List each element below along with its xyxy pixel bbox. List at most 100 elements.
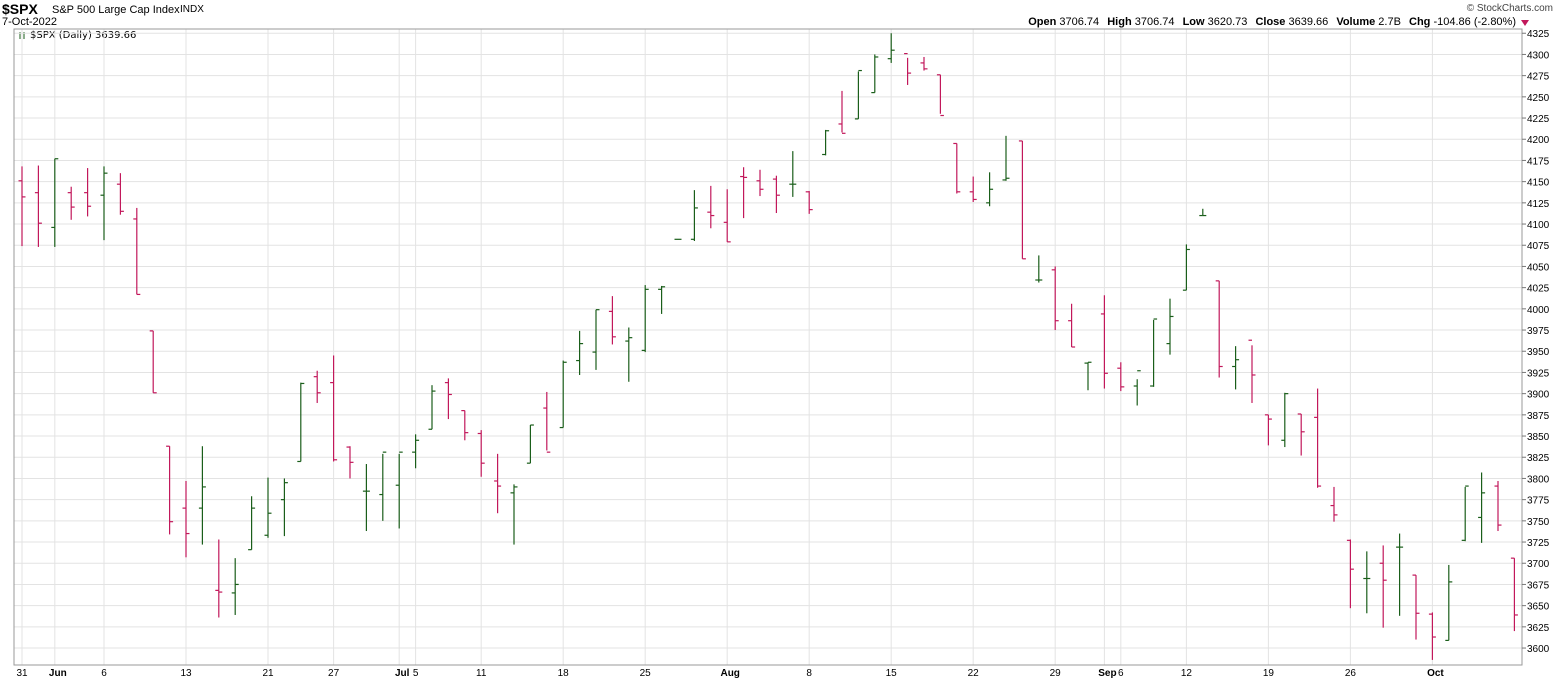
ohlc-bar bbox=[854, 69, 862, 120]
ohlc-bar bbox=[1150, 318, 1158, 387]
chg-label: Chg bbox=[1409, 16, 1431, 28]
ohlc-bar bbox=[1478, 472, 1486, 543]
x-tick-label: 15 bbox=[886, 668, 898, 679]
ohlc-bar bbox=[625, 327, 633, 382]
ohlc-bar bbox=[280, 478, 288, 537]
plot-frame bbox=[13, 28, 1523, 666]
y-tick-label: 4275 bbox=[1527, 72, 1550, 83]
x-tick-label: 6 bbox=[1118, 668, 1124, 679]
ohlc-bar bbox=[1396, 533, 1404, 616]
y-tick-label: 3700 bbox=[1527, 559, 1550, 570]
x-tick-label: 11 bbox=[476, 668, 487, 679]
ohlc-bar bbox=[756, 169, 764, 197]
ohlc-bar bbox=[215, 539, 223, 618]
ohlc-bar bbox=[1199, 208, 1207, 217]
ohlc-bar bbox=[51, 158, 59, 247]
ohlc-bar bbox=[1182, 244, 1190, 291]
y-tick-label: 3725 bbox=[1527, 538, 1550, 549]
ohlc-bar bbox=[1084, 361, 1092, 391]
high-value: 3706.74 bbox=[1134, 16, 1175, 28]
chart-grid bbox=[14, 29, 1522, 665]
date-label: 7-Oct-2022 bbox=[2, 16, 58, 28]
x-tick-label: 29 bbox=[1050, 668, 1062, 679]
ohlc-bar bbox=[346, 446, 354, 479]
x-tick-label: 5 bbox=[413, 668, 419, 679]
high-label: High bbox=[1107, 16, 1132, 28]
exchange-label: INDX bbox=[180, 4, 204, 15]
ohlc-bar bbox=[740, 167, 748, 219]
open-label: Open bbox=[1028, 16, 1057, 28]
y-tick-label: 3650 bbox=[1527, 602, 1550, 613]
y-tick-label: 3600 bbox=[1527, 644, 1550, 655]
x-tick-label: 27 bbox=[328, 668, 340, 679]
y-tick-label: 4150 bbox=[1527, 178, 1550, 189]
x-tick-label: 18 bbox=[558, 668, 570, 679]
x-tick-label: 31 bbox=[16, 668, 28, 679]
y-tick-label: 3925 bbox=[1527, 368, 1550, 379]
ohlc-bar bbox=[1379, 545, 1387, 628]
ohlc-bar bbox=[297, 382, 305, 463]
ohlc-bar bbox=[1215, 280, 1223, 378]
y-tick-label: 4200 bbox=[1527, 135, 1550, 146]
ohlc-bar bbox=[1445, 564, 1453, 642]
ohlc-bar bbox=[1363, 551, 1371, 614]
ohlc-bar bbox=[248, 496, 256, 551]
ohlc-bar bbox=[1018, 140, 1026, 260]
ohlc-bar bbox=[1494, 480, 1502, 532]
x-tick-label: 25 bbox=[640, 668, 652, 679]
y-tick-label: 4125 bbox=[1527, 199, 1550, 210]
x-tick-label: 26 bbox=[1345, 668, 1357, 679]
close-value: 3639.66 bbox=[1288, 16, 1329, 28]
ohlc-bar bbox=[969, 176, 977, 202]
ohlc-bar bbox=[772, 175, 780, 214]
ohlc-bar bbox=[477, 430, 485, 477]
ohlc-bar bbox=[805, 190, 813, 214]
volume-value: 2.7B bbox=[1378, 16, 1401, 28]
ohlc-bar bbox=[526, 424, 534, 464]
ohlc-bar bbox=[576, 330, 584, 375]
ohlc-bar bbox=[1002, 135, 1010, 181]
y-tick-label: 3675 bbox=[1527, 580, 1550, 591]
y-tick-label: 4250 bbox=[1527, 93, 1550, 104]
brand-watermark: © StockCharts.com bbox=[1466, 3, 1553, 14]
down-arrow-icon bbox=[1521, 20, 1529, 26]
ohlc-bar bbox=[1461, 485, 1469, 542]
y-tick-label: 4025 bbox=[1527, 284, 1550, 295]
ohlc-bar bbox=[789, 151, 797, 197]
low-value: 3620.73 bbox=[1207, 16, 1248, 28]
x-tick-label: 12 bbox=[1181, 668, 1193, 679]
x-tick-label: Aug bbox=[720, 668, 739, 679]
chart-header: $SPX S&P 500 Large Cap Index INDX 7-Oct-… bbox=[0, 0, 1565, 30]
y-tick-label: 3625 bbox=[1527, 623, 1550, 634]
y-tick-label: 3750 bbox=[1527, 517, 1550, 528]
ohlc-bar bbox=[658, 285, 666, 314]
x-tick-label: Jul bbox=[395, 668, 410, 679]
ohlc-bar bbox=[362, 464, 370, 532]
ohlc-bar bbox=[559, 360, 567, 429]
y-tick-label: 4325 bbox=[1527, 29, 1550, 40]
ohlc-bar bbox=[1264, 414, 1272, 446]
volume-label: Volume bbox=[1336, 16, 1376, 28]
ohlc-bar bbox=[133, 207, 141, 296]
y-axis-labels: 3600 3625 3650 3675 3700 3725 3750 3775 3800 3825… bbox=[1522, 29, 1550, 655]
ohlc-bar bbox=[1100, 295, 1108, 389]
ohlc-bar bbox=[1346, 539, 1354, 609]
ohlc-bar bbox=[953, 142, 961, 194]
open-value: 3706.74 bbox=[1059, 16, 1100, 28]
ohlc-bar bbox=[1035, 255, 1043, 283]
y-tick-label: 4050 bbox=[1527, 262, 1550, 273]
y-tick-label: 4225 bbox=[1527, 114, 1550, 125]
ohlc-bar bbox=[67, 186, 75, 220]
low-label: Low bbox=[1182, 16, 1205, 28]
ohlc-bar bbox=[34, 165, 42, 247]
ohlc-bar bbox=[1248, 339, 1256, 403]
ohlc-bar bbox=[904, 52, 912, 85]
ohlc-bar bbox=[641, 285, 649, 353]
x-tick-label: 22 bbox=[968, 668, 980, 679]
y-tick-label: 3825 bbox=[1527, 453, 1550, 464]
x-tick-label: Jun bbox=[49, 668, 67, 679]
x-tick-label: Oct bbox=[1427, 668, 1444, 679]
legend-text: $SPX (Daily) 3639.66 bbox=[30, 30, 137, 41]
ohlc-bar bbox=[1428, 612, 1436, 660]
